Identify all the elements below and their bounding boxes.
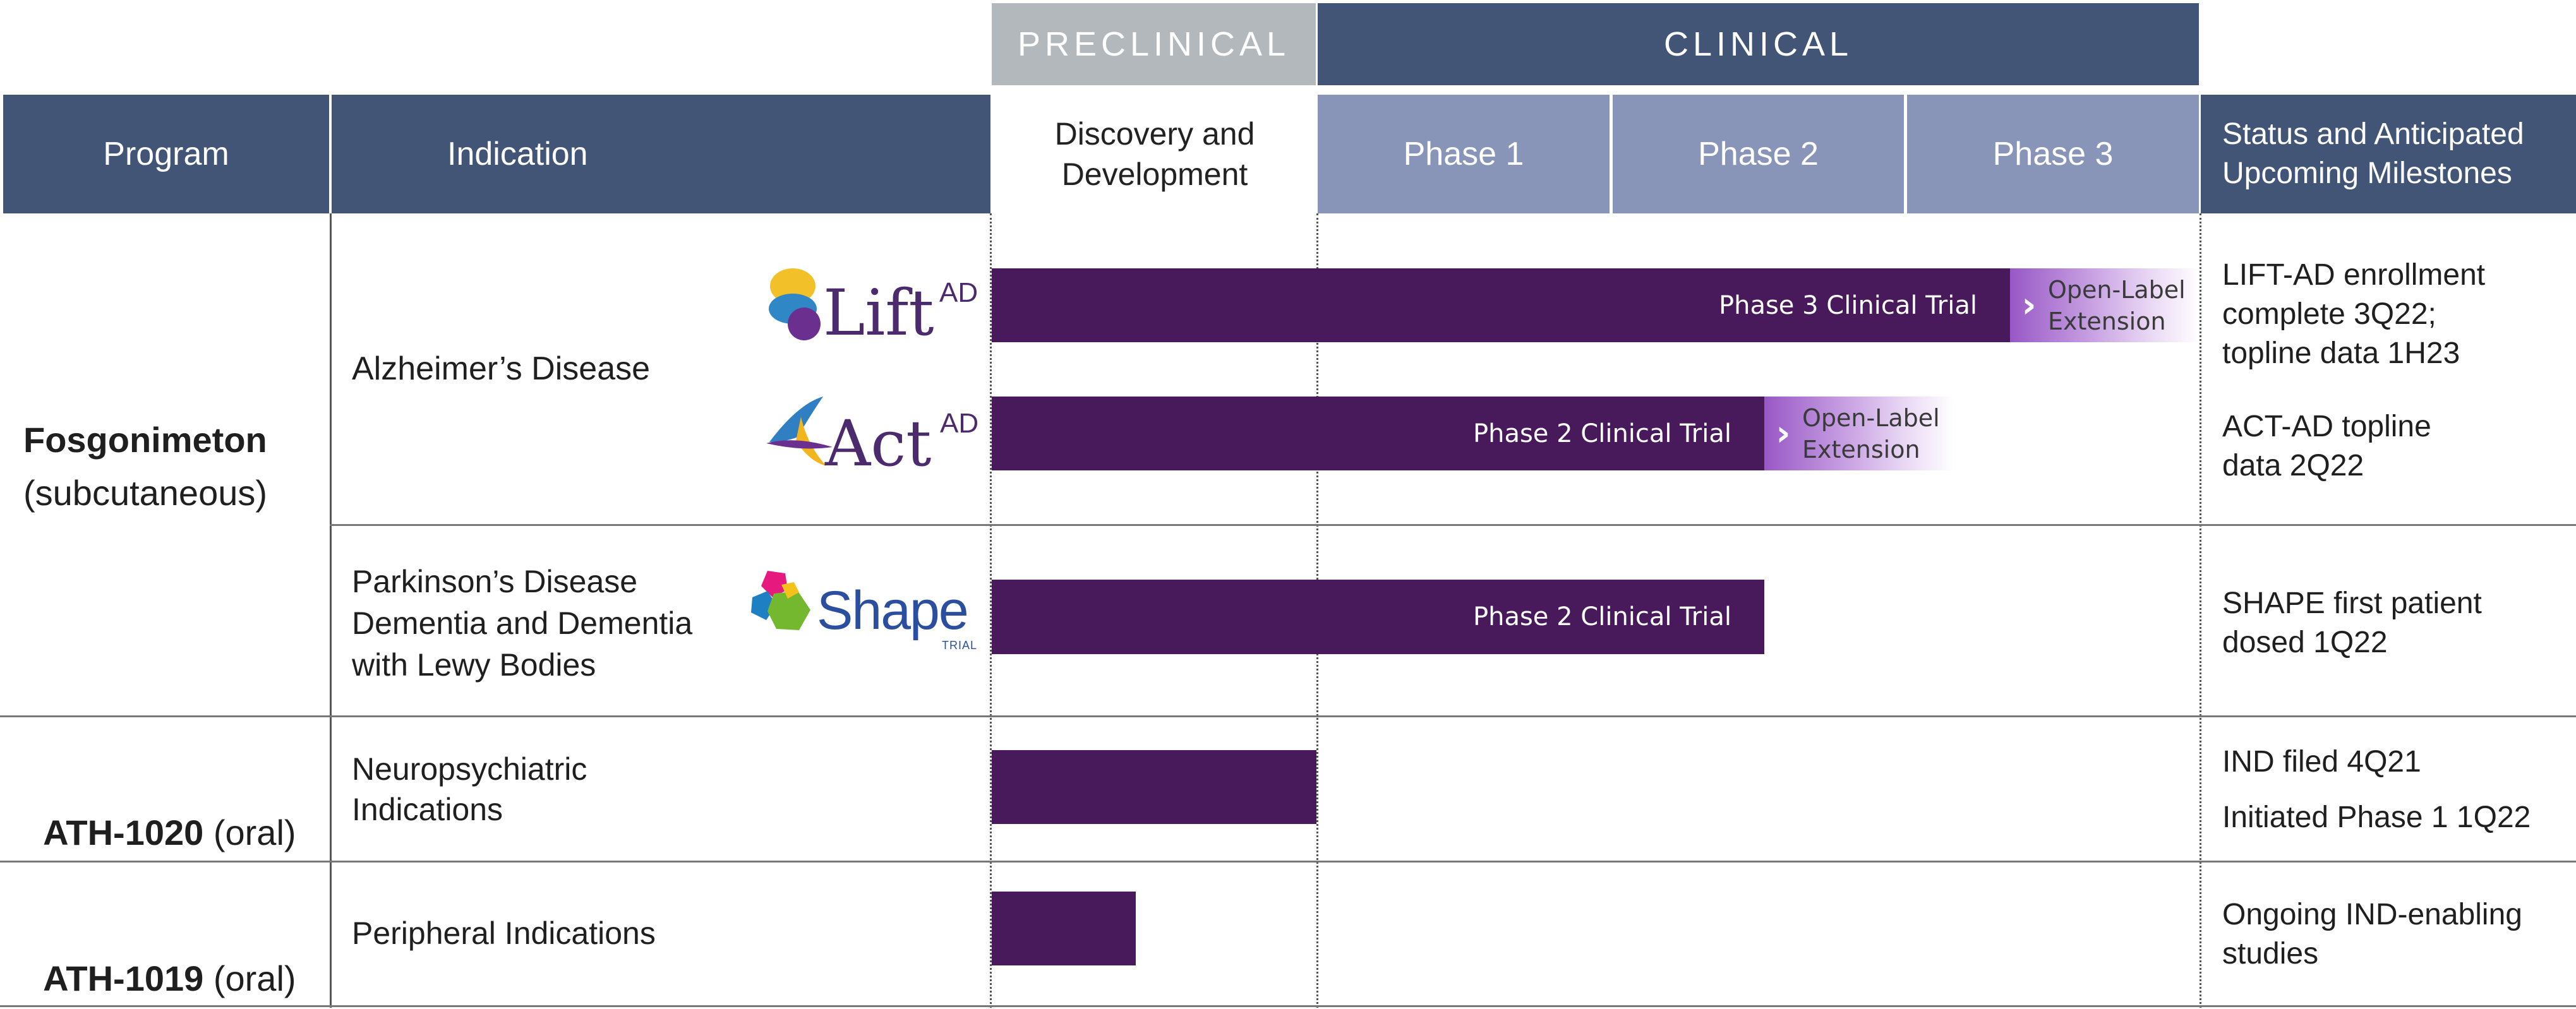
- program-ath1020: ATH-1020 (oral): [23, 767, 327, 855]
- indication-header-text: Indication: [447, 136, 588, 172]
- act-ad-mark-icon: [766, 397, 833, 466]
- status-lift-ad: LIFT-AD enrollment complete 3Q22; toplin…: [2222, 258, 2486, 370]
- preclinical-label: PRECLINICAL: [1017, 25, 1291, 63]
- indication-column-header: Indication: [332, 95, 990, 213]
- bar-label: Phase 3 Clinical Trial: [1718, 290, 1977, 320]
- program-header-text: Program: [103, 136, 229, 172]
- program-name: ATH-1019: [43, 958, 204, 998]
- row-divider-parkinsons: [330, 524, 2576, 526]
- bar-label: Phase 2 Clinical Trial: [1472, 602, 1731, 631]
- extension-label: Open-Label Extension: [2048, 275, 2186, 335]
- ath1020-discovery-bar: [992, 750, 1316, 824]
- lift-ad-superscript: AD: [939, 277, 978, 308]
- program-ath1019: ATH-1019 (oral): [23, 912, 327, 1001]
- status-ath1020-ind: IND filed 4Q21: [2222, 745, 2421, 779]
- lift-ad-wordmark: Lift: [823, 276, 934, 350]
- discovery-left-divider: [990, 213, 992, 1008]
- shape-trial-logo: Shape TRIAL: [749, 567, 982, 655]
- status-shape: SHAPE first patient dosed 1Q22: [2222, 587, 2482, 659]
- program-route: (oral): [203, 813, 296, 852]
- lift-ad-logo: Lift AD: [767, 262, 978, 350]
- clinical-label: CLINICAL: [1663, 25, 1853, 63]
- act-ad-superscript: AD: [940, 408, 979, 439]
- shape-phase2-bar: Phase 2 Clinical Trial: [992, 580, 1764, 654]
- bar-label: Phase 2 Clinical Trial: [1472, 419, 1731, 448]
- discovery-column-header: Discovery and Development: [992, 95, 1318, 213]
- indication-alzheimers: Alzheimer’s Disease: [352, 350, 651, 387]
- discovery-header-text: Discovery and Development: [1054, 116, 1255, 192]
- status-column-header: Status and Anticipated Upcoming Mileston…: [2201, 95, 2576, 213]
- lift-ad-open-label-extension: › Open-Label Extension: [2010, 268, 2200, 342]
- indication-neuropsychiatric: Neuropsychiatric Indications: [352, 751, 587, 827]
- clinical-stage-header: CLINICAL: [1318, 3, 2199, 85]
- indication-parkinsons: Parkinson’s Disease Dementia and Dementi…: [352, 564, 693, 683]
- extension-label: Open-Label Extension: [1802, 403, 1940, 463]
- row-divider-ath1019: [0, 861, 2576, 863]
- phase3-column-header: Phase 3: [1907, 95, 2199, 213]
- chevron-right-icon: ›: [2021, 285, 2037, 326]
- preclinical-stage-header: PRECLINICAL: [992, 3, 1316, 85]
- program-divider: [330, 213, 332, 1008]
- program-route: (oral): [203, 958, 296, 998]
- table-bottom-line: [0, 1005, 2576, 1007]
- program-route: (subcutaneous): [23, 473, 268, 513]
- row-divider-ath1020: [0, 715, 2576, 717]
- lift-ad-phase3-bar: Phase 3 Clinical Trial: [992, 268, 2010, 342]
- status-ath1019: Ongoing IND-enabling studies: [2222, 898, 2522, 970]
- phase2-header-text: Phase 2: [1698, 136, 1819, 172]
- status-act-ad: ACT-AD topline data 2Q22: [2222, 410, 2431, 482]
- phase3-header-text: Phase 3: [1992, 136, 2114, 172]
- status-header-text: Status and Anticipated Upcoming Mileston…: [2222, 117, 2524, 190]
- phase2-column-header: Phase 2: [1613, 95, 1904, 213]
- indication-peripheral: Peripheral Indications: [352, 916, 656, 951]
- shape-trial-subtext: TRIAL: [942, 639, 978, 652]
- status-divider: [2200, 213, 2201, 1008]
- act-ad-wordmark: Act: [825, 407, 932, 481]
- act-ad-phase2-bar: Phase 2 Clinical Trial: [992, 397, 1764, 470]
- act-ad-logo: Act AD: [763, 391, 979, 481]
- program-column-header: Program: [3, 95, 329, 213]
- program-fosgonimeton: Fosgonimeton (subcutaneous): [23, 414, 320, 520]
- ath1019-discovery-bar: [992, 892, 1136, 965]
- status-ath1020-phase1: Initiated Phase 1 1Q22: [2222, 801, 2531, 834]
- chevron-right-icon: ›: [1776, 413, 1791, 454]
- program-name: ATH-1020: [43, 813, 204, 852]
- program-name: Fosgonimeton: [23, 420, 267, 460]
- phase1-header-text: Phase 1: [1403, 136, 1524, 172]
- phase1-column-header: Phase 1: [1318, 95, 1610, 213]
- shape-wordmark: Shape: [817, 580, 969, 641]
- shape-trial-mark-icon: [751, 571, 810, 630]
- lift-ad-mark-icon: [769, 268, 821, 340]
- act-ad-open-label-extension: › Open-Label Extension: [1764, 397, 1954, 470]
